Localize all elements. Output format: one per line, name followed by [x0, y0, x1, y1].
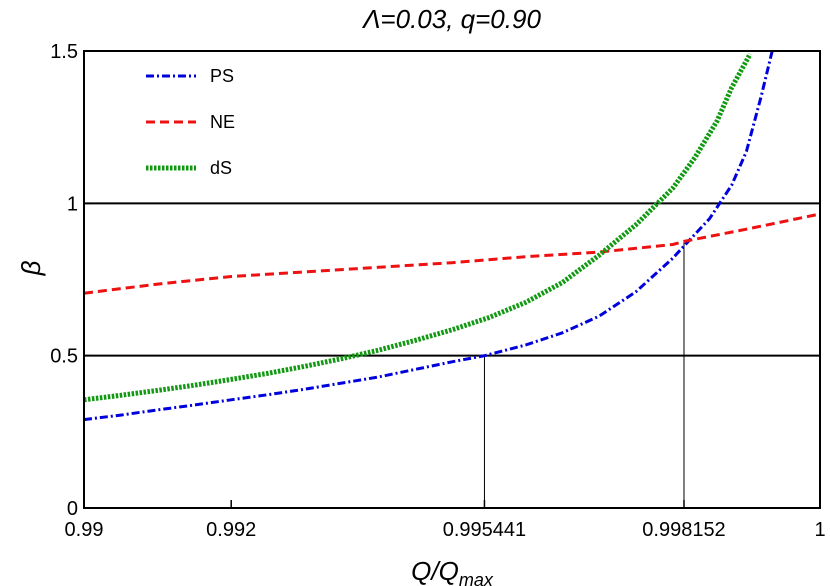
legend: PS NE dS — [146, 66, 235, 178]
chart-title: Λ=0.03, q=0.90 — [361, 4, 541, 34]
y-tick-label-0: 0 — [67, 498, 78, 520]
x-tick-label-3: 0.998152 — [642, 519, 725, 541]
series-layer — [83, 50, 821, 422]
tick-layer: 0.99 0.992 0.995441 0.998152 1 0 0.5 1 1.5 — [50, 41, 825, 541]
plot-frame — [83, 50, 821, 509]
x-axis-label: Q/Qmax — [411, 556, 494, 586]
x-tick-label-0: 0.99 — [65, 519, 104, 541]
x-tick-label-2: 0.995441 — [443, 519, 526, 541]
legend-label-NE: NE — [210, 112, 235, 132]
grid-layer — [84, 202, 820, 508]
series-line-dS — [83, 52, 753, 403]
series-line-NE — [83, 212, 821, 295]
y-tick-label-2: 1 — [67, 193, 78, 215]
y-tick-label-1: 0.5 — [50, 346, 78, 368]
x-tick-label-1: 0.992 — [206, 519, 256, 541]
legend-label-dS: dS — [210, 158, 232, 178]
y-tick-label-3: 1.5 — [50, 41, 78, 63]
legend-label-PS: PS — [210, 66, 234, 86]
y-axis-label: β — [16, 260, 46, 276]
series-line-PS — [83, 50, 774, 422]
x-tick-label-4: 1 — [814, 519, 825, 541]
